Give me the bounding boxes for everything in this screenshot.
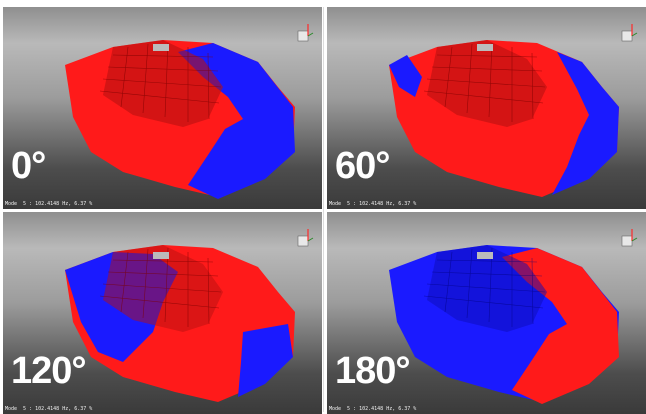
axis-triad-icon bbox=[621, 24, 638, 42]
axis-triad-icon bbox=[297, 229, 314, 247]
axis-triad-icon bbox=[297, 24, 314, 42]
mode-info-text: Mode 5 : 102.4148 Hz, 6.37 % bbox=[5, 406, 93, 412]
viewport-0deg[interactable]: 0° Mode 5 : 102.4148 Hz, 6.37 % bbox=[3, 7, 322, 209]
viewport-180deg[interactable]: 180° Mode 5 : 102.4148 Hz, 6.37 % bbox=[327, 212, 646, 414]
phase-angle-label: 0° bbox=[11, 145, 46, 187]
phase-angle-label: 120° bbox=[11, 350, 87, 392]
phase-angle-label: 60° bbox=[335, 145, 390, 187]
mode-info-text: Mode 5 : 102.4148 Hz, 6.37 % bbox=[329, 406, 417, 412]
viewport-60deg[interactable]: 60° Mode 5 : 102.4148 Hz, 6.37 % bbox=[327, 7, 646, 209]
viewport-divider bbox=[323, 7, 324, 412]
mode-shape-60deg bbox=[389, 40, 619, 197]
mode-info-text: Mode 5 : 102.4148 Hz, 6.37 % bbox=[5, 201, 93, 207]
mode-shape-0deg bbox=[65, 40, 295, 199]
mode-shape-180deg bbox=[389, 245, 619, 404]
viewport-120deg[interactable]: 120° Mode 5 : 102.4148 Hz, 6.37 % bbox=[3, 212, 322, 414]
mode-info-text: Mode 5 : 102.4148 Hz, 6.37 % bbox=[329, 201, 417, 207]
mode-shape-120deg bbox=[65, 245, 295, 402]
axis-triad-icon bbox=[621, 229, 638, 247]
phase-angle-label: 180° bbox=[335, 350, 411, 392]
